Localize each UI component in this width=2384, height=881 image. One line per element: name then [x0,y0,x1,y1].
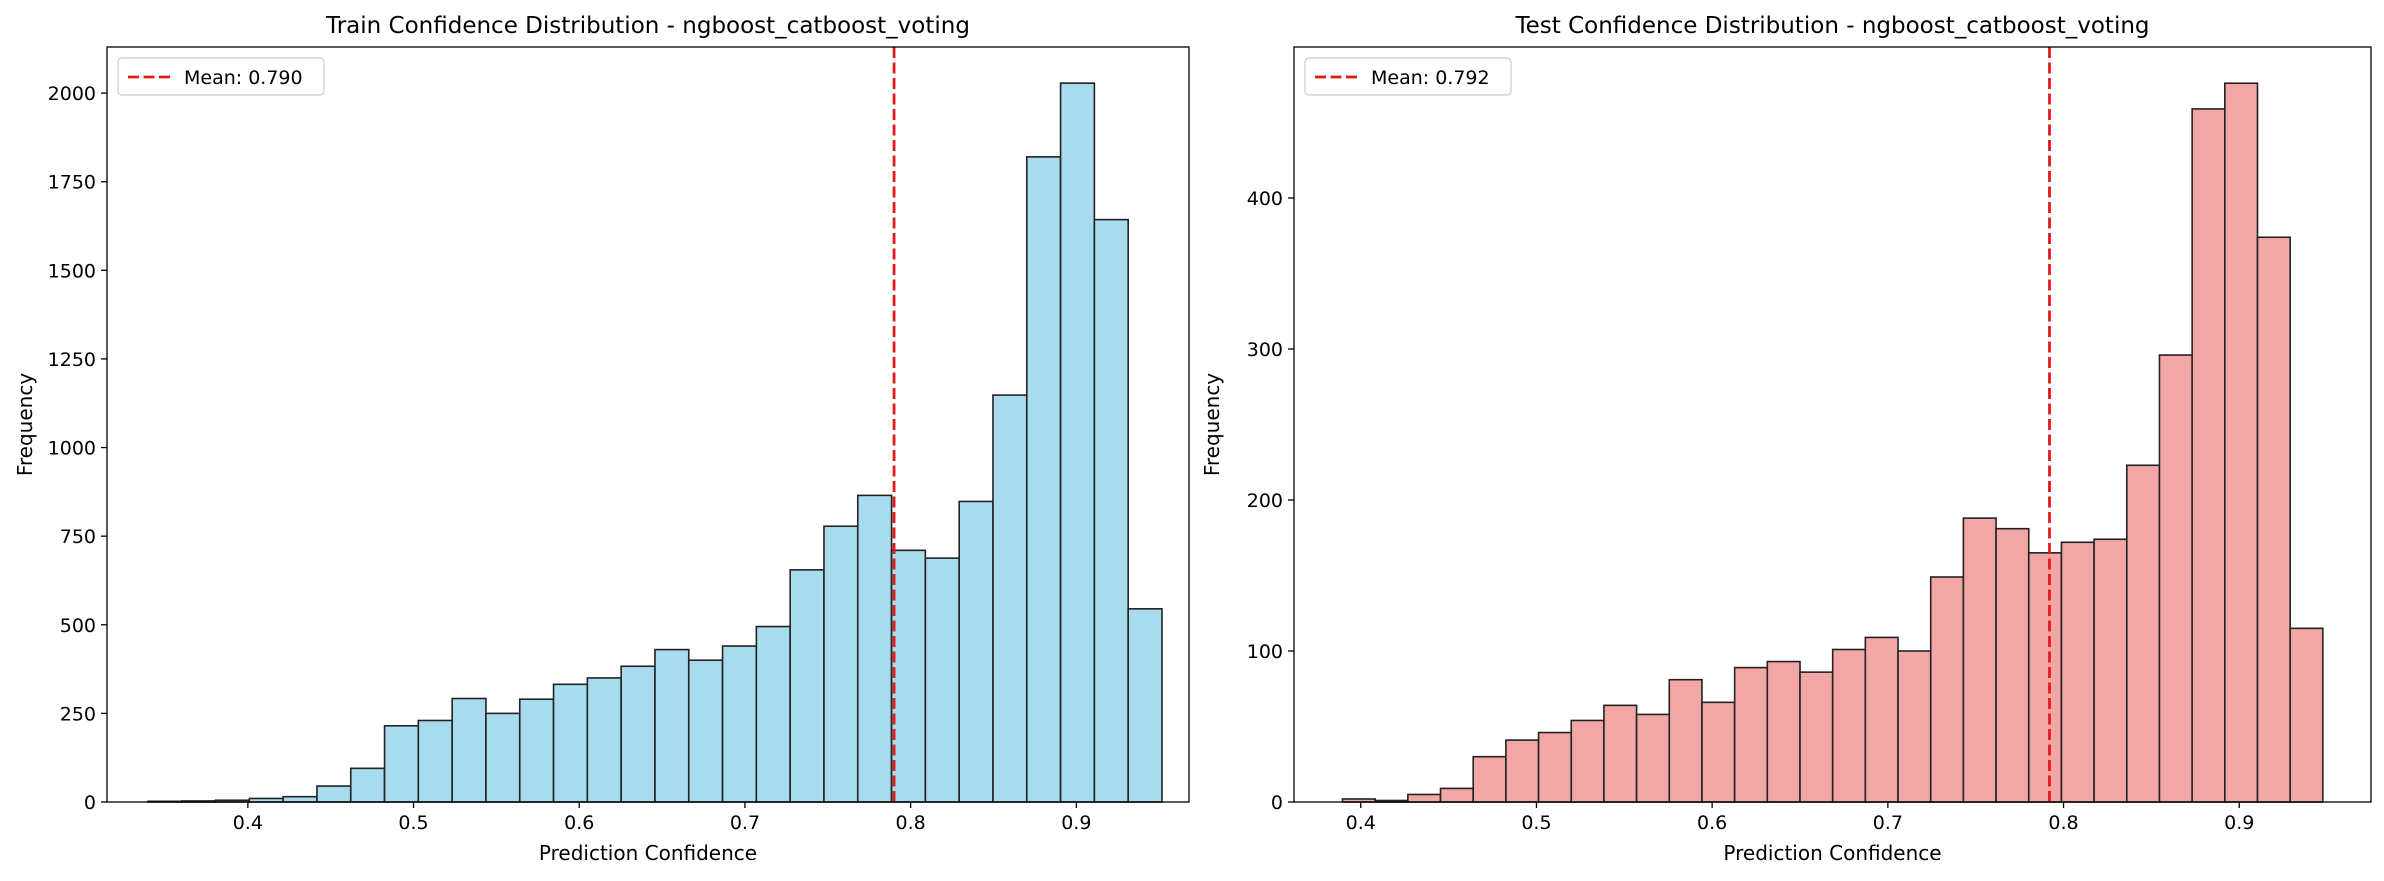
histogram-bar [721,645,758,803]
histogram-bar [2093,538,2128,803]
histogram-bar [1570,719,1605,803]
x-tick-label: 0.7 [730,812,760,834]
histogram-bar [1831,648,1867,803]
histogram-bar [1505,739,1540,803]
histogram-bar [2125,464,2161,803]
histogram-bar [1733,666,1769,803]
histogram-bar [2224,82,2259,803]
histogram-bar [1929,576,1965,803]
y-tick-label: 750 [60,526,96,548]
histogram-bar [1766,660,1801,803]
histogram-bar [1668,678,1703,803]
histogram-bar [1897,650,1932,803]
histogram-bar [890,549,927,803]
histogram-bar [1537,731,1573,803]
histogram-bar [992,394,1028,803]
histogram-bar [1799,671,1834,803]
x-tick-label: 0.5 [1521,812,1551,834]
histogram-bar [2158,354,2193,803]
histogram-bar [856,494,893,803]
x-tick-label: 0.9 [2224,812,2254,834]
histogram-bar [349,767,386,803]
x-tick-label: 0.6 [1697,812,1727,834]
histogram-bar [1127,608,1163,803]
histogram-bar [451,697,487,803]
histogram-bar [755,625,791,803]
histogram-bar [282,795,318,803]
x-tick-label: 0.7 [1873,812,1903,834]
histogram-bar [687,659,724,803]
histogram-bar [1701,701,1736,803]
histogram-bar [383,724,420,803]
legend-box [1304,57,1512,96]
axes-frame [106,46,1190,803]
histogram-bar [1995,527,2030,803]
x-axis-label: Prediction Confidence [1723,841,1941,865]
y-tick-label: 300 [1247,339,1283,361]
histogram-bar [1962,517,1997,803]
histogram-bar [789,569,825,803]
histogram-bar [1059,82,1096,803]
histogram-bar [2191,108,2226,803]
histogram-bar [1603,704,1638,803]
histogram-bar [1025,156,1062,803]
x-tick-label: 0.5 [398,812,428,834]
chart-title: Train Confidence Distribution - ngboost_… [325,13,970,39]
histogram-bar [924,557,960,803]
x-tick-label: 0.4 [1346,812,1376,834]
x-tick-label: 0.8 [896,812,926,834]
histogram-bar [1093,218,1129,803]
histogram-bar [1864,636,1899,803]
histogram-bar [316,785,352,803]
histogram-bar [2289,627,2324,803]
y-tick-label: 1500 [48,260,96,282]
histogram-bar [1439,787,1475,803]
histogram-bar [654,648,690,803]
y-tick-label: 1750 [48,172,96,194]
legend-box [117,57,325,96]
histogram-bar [1472,755,1507,803]
histogram-bar [586,677,622,803]
y-tick-label: 0 [84,792,96,814]
y-tick-label: 0 [1271,792,1283,814]
x-tick-label: 0.6 [564,812,594,834]
y-tick-label: 1250 [48,349,96,371]
y-axis-label: Frequency [13,373,37,476]
y-tick-label: 200 [1247,490,1283,512]
legend-label: Mean: 0.792 [1371,67,1490,89]
histogram-bar [518,698,555,803]
y-tick-label: 500 [60,615,96,637]
histogram-bar [485,712,521,803]
train-confidence-histogram: 0.4 0.5 0.6 0.7 0.8 0.9 0 250 500 750 1000 1250 1500… [13,13,1190,865]
histogram-bar [2256,236,2291,803]
x-axis-label: Prediction Confidence [539,841,757,865]
chart-title: Test Confidence Distribution - ngboost_c… [1514,13,2149,39]
axes-frame [1293,46,2372,803]
histogram-bar [2027,552,2063,803]
histogram-bar [1635,713,1671,803]
histogram-bar [823,525,859,803]
histogram-bar [958,500,994,803]
y-axis-label: Frequency [1200,373,1224,476]
x-tick-label: 0.4 [233,812,263,834]
histogram-bar [417,719,453,803]
histogram-bar [552,683,589,803]
y-tick-label: 400 [1247,188,1283,210]
legend-label: Mean: 0.790 [184,67,303,89]
y-tick-label: 2000 [48,83,96,105]
x-tick-label: 0.9 [1061,812,1091,834]
y-tick-label: 1000 [48,438,96,460]
x-tick-label: 0.8 [2048,812,2078,834]
test-confidence-histogram: 0.4 0.5 0.6 0.7 0.8 0.9 0 100 200 300 400 Test Conf… [1200,13,2372,865]
y-tick-label: 100 [1247,641,1283,663]
y-tick-label: 250 [60,703,96,725]
histogram-bar [2060,541,2095,803]
histogram-bar [620,665,656,803]
histogram-bar [1407,793,1442,803]
